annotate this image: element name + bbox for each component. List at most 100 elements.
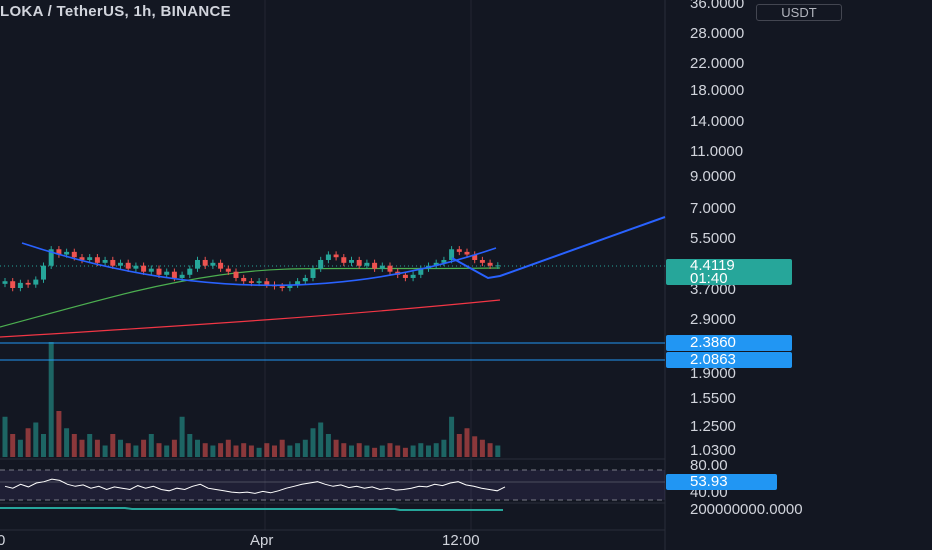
candle-body — [333, 254, 339, 258]
volume-bar — [171, 439, 177, 457]
candle-body — [110, 259, 116, 266]
last-price-value: 4.4119 — [690, 257, 735, 274]
volume-bars — [2, 342, 501, 457]
candle-body — [410, 274, 416, 278]
candle-body — [325, 254, 331, 260]
candle-body — [302, 277, 308, 282]
symbol-title[interactable]: LOKA / TetherUS, 1h, BINANCE — [0, 3, 231, 20]
volume-bar — [71, 434, 77, 457]
cup-trendline[interactable] — [21, 242, 497, 287]
candle-body — [179, 274, 185, 278]
candle-body — [279, 286, 285, 288]
volume-bar — [302, 439, 308, 457]
volume-bar — [364, 445, 370, 457]
price-label: 2.9000 — [690, 311, 736, 328]
volume-bar — [79, 439, 85, 457]
candle-body — [48, 249, 54, 266]
candle-body — [487, 262, 493, 266]
candle-body — [87, 257, 93, 260]
volume-bar — [449, 416, 455, 457]
volume-bar — [225, 439, 231, 457]
time-axis[interactable]: 0 Apr 12:00 — [0, 532, 480, 549]
volume-bar — [10, 434, 16, 457]
candle-body — [310, 268, 316, 278]
candle-body — [418, 268, 424, 275]
price-label: 1.5500 — [690, 390, 736, 407]
volume-bar — [310, 428, 316, 457]
level-tag-lower: 2.0863 — [666, 352, 792, 368]
candle-body — [10, 281, 16, 288]
rsi-band — [0, 470, 665, 500]
candle-body — [64, 251, 70, 255]
projection-trendline[interactable] — [451, 216, 666, 280]
currency-unit-badge[interactable]: USDT — [756, 4, 842, 21]
candle-body — [241, 277, 247, 282]
volume-bar — [56, 411, 62, 457]
candle-body — [387, 265, 393, 272]
volume-bar — [472, 436, 478, 457]
candle-body — [33, 279, 39, 285]
candle-body — [379, 265, 385, 269]
candle-body — [318, 259, 324, 269]
candle-body — [2, 281, 8, 284]
candle-body — [79, 257, 85, 260]
candle-body — [148, 268, 154, 272]
volume-bar — [141, 439, 147, 457]
rsi-value-tag: 53.93 — [666, 474, 777, 490]
candle-body — [56, 249, 62, 255]
volume-bar — [410, 445, 416, 457]
price-label: 5.5000 — [690, 230, 736, 247]
volume-bar — [87, 434, 93, 457]
volume-bar — [287, 445, 293, 457]
volume-bar — [179, 416, 185, 457]
volume-bar — [387, 443, 393, 457]
candle-body — [210, 262, 216, 266]
price-label: 11.0000 — [690, 143, 743, 160]
volume-bar — [202, 443, 208, 457]
volume-bar — [17, 439, 23, 457]
bar-countdown: 01:40 — [690, 270, 728, 287]
candle-body — [433, 262, 439, 266]
candle-body — [441, 259, 447, 263]
volume-bar — [479, 439, 485, 457]
candle-body — [464, 251, 470, 255]
time-label: Apr — [250, 532, 273, 549]
candle-body — [356, 259, 362, 266]
volume-bar — [349, 445, 354, 457]
candle-body — [41, 265, 46, 280]
candle-body — [479, 259, 485, 263]
candle-body — [156, 268, 162, 275]
price-label: 36.0000 — [690, 0, 744, 12]
price-label: 9.0000 — [690, 168, 736, 185]
candle-body — [472, 254, 478, 260]
volume-bar — [102, 445, 108, 457]
volume-bar — [325, 434, 331, 457]
candle-body — [133, 265, 139, 269]
trend-drawings[interactable] — [21, 216, 666, 287]
volume-bar — [272, 445, 277, 457]
candle-body — [341, 257, 347, 263]
volume-bar — [25, 428, 31, 457]
chart-grid — [264, 0, 472, 530]
candlesticks — [2, 246, 501, 292]
volume-bar — [318, 422, 324, 457]
candle-body — [256, 281, 262, 283]
volume-bar — [333, 439, 339, 457]
horizontal-levels — [0, 342, 665, 361]
volume-bar — [94, 439, 100, 457]
candle-body — [125, 262, 131, 269]
volume-scale-label: 200000000.0000 — [690, 501, 803, 518]
rsi-line — [4, 478, 506, 494]
volume-bar — [218, 443, 224, 457]
price-label: 1.9000 — [690, 365, 736, 382]
volume-bar — [41, 434, 46, 457]
candle-body — [364, 262, 370, 266]
volume-bar — [464, 428, 470, 457]
candle-body — [102, 259, 108, 263]
candle-body — [17, 282, 23, 288]
price-axis[interactable]: 36.0000 28.0000 22.0000 18.0000 14.0000 … — [690, 0, 803, 518]
volume-bar — [241, 443, 247, 457]
candle-body — [171, 271, 177, 278]
volume-bar — [48, 342, 54, 457]
